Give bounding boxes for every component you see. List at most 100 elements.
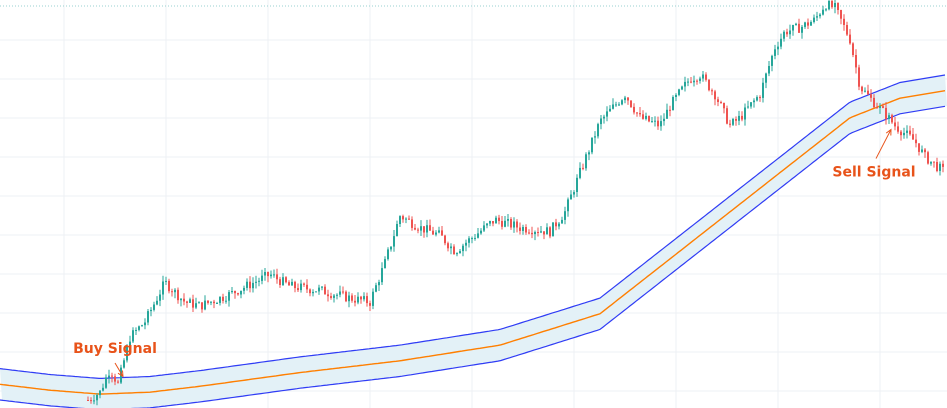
candle-body bbox=[423, 226, 425, 233]
candle-body bbox=[822, 9, 824, 15]
buy-signal-arrow bbox=[114, 362, 124, 377]
candle bbox=[666, 103, 668, 119]
candle-body bbox=[372, 291, 374, 306]
candle bbox=[453, 244, 455, 255]
candle bbox=[897, 121, 899, 134]
candle-body bbox=[759, 97, 761, 99]
candle-body bbox=[792, 25, 794, 31]
candle-body bbox=[123, 360, 125, 368]
candle-body bbox=[297, 288, 299, 291]
candle-body bbox=[489, 221, 491, 224]
candle bbox=[528, 229, 530, 235]
candle-body bbox=[225, 300, 227, 302]
candle bbox=[108, 369, 110, 384]
candle-body bbox=[738, 115, 740, 121]
candle-body bbox=[396, 224, 398, 237]
candle bbox=[213, 299, 215, 309]
candle-body bbox=[168, 280, 170, 292]
candle bbox=[165, 276, 167, 285]
candle-body bbox=[687, 81, 689, 83]
candle bbox=[411, 216, 413, 231]
candle bbox=[207, 300, 209, 305]
candle-body bbox=[636, 112, 638, 114]
candle-body bbox=[903, 132, 905, 136]
candle-body bbox=[588, 152, 590, 155]
candle bbox=[138, 325, 140, 332]
candle bbox=[372, 288, 374, 310]
candle bbox=[606, 106, 608, 122]
candle-body bbox=[744, 107, 746, 120]
candle bbox=[114, 373, 116, 386]
candle bbox=[765, 72, 767, 89]
candle-body bbox=[897, 126, 899, 132]
candle bbox=[405, 217, 407, 224]
candle-body bbox=[177, 289, 179, 301]
candle-body bbox=[420, 226, 422, 231]
candle bbox=[198, 301, 200, 304]
candle-body bbox=[291, 281, 293, 286]
candle-body bbox=[333, 295, 335, 298]
candle-body bbox=[444, 235, 446, 244]
candle-body bbox=[663, 118, 665, 122]
candle-body bbox=[750, 102, 752, 107]
candle-body bbox=[474, 237, 476, 239]
candle bbox=[564, 206, 566, 225]
candle-body bbox=[414, 227, 416, 230]
candle bbox=[258, 277, 260, 287]
candle-body bbox=[393, 236, 395, 247]
candle bbox=[543, 231, 545, 240]
candle-body bbox=[477, 233, 479, 238]
candle-body bbox=[918, 143, 920, 152]
candle bbox=[420, 220, 422, 236]
candle-body bbox=[138, 326, 140, 330]
candle bbox=[549, 226, 551, 239]
candle-body bbox=[426, 225, 428, 233]
candle bbox=[633, 103, 635, 115]
candle-body bbox=[684, 81, 686, 87]
candle bbox=[822, 5, 824, 16]
buy-signal-arrowhead bbox=[117, 370, 124, 378]
candle bbox=[798, 18, 800, 33]
candle-body bbox=[501, 221, 503, 227]
candle bbox=[858, 64, 860, 91]
candle bbox=[504, 216, 506, 228]
candle-body bbox=[348, 295, 350, 302]
candle bbox=[807, 18, 809, 29]
candle bbox=[855, 49, 857, 74]
candle-body bbox=[219, 296, 221, 303]
candle-body bbox=[804, 22, 806, 27]
candle-body bbox=[576, 177, 578, 192]
candle-body bbox=[189, 299, 191, 303]
candle bbox=[474, 234, 476, 241]
candle-body bbox=[111, 375, 113, 377]
candle-body bbox=[252, 282, 254, 289]
candle-body bbox=[654, 120, 656, 122]
center-line bbox=[0, 90, 946, 395]
candle-body bbox=[510, 219, 512, 228]
candle bbox=[546, 223, 548, 235]
candles bbox=[87, 0, 944, 406]
candle-body bbox=[600, 118, 602, 125]
candle bbox=[711, 88, 713, 96]
candle bbox=[369, 300, 371, 311]
candle bbox=[435, 230, 437, 237]
candle bbox=[522, 224, 524, 235]
candle-body bbox=[522, 227, 524, 231]
candle-body bbox=[780, 38, 782, 47]
candle-body bbox=[582, 167, 584, 169]
candle bbox=[189, 297, 191, 303]
candle-body bbox=[402, 216, 404, 220]
candle-body bbox=[645, 115, 647, 119]
candle bbox=[804, 21, 806, 29]
candle-body bbox=[828, 1, 830, 10]
candle-body bbox=[525, 227, 527, 233]
candle bbox=[594, 131, 596, 144]
candle bbox=[618, 102, 620, 106]
candle bbox=[126, 344, 128, 363]
candle-body bbox=[528, 232, 530, 234]
candle bbox=[285, 276, 287, 284]
candle-body bbox=[621, 100, 623, 105]
candle bbox=[132, 327, 134, 343]
candle-body bbox=[864, 90, 866, 92]
candle bbox=[117, 379, 119, 384]
